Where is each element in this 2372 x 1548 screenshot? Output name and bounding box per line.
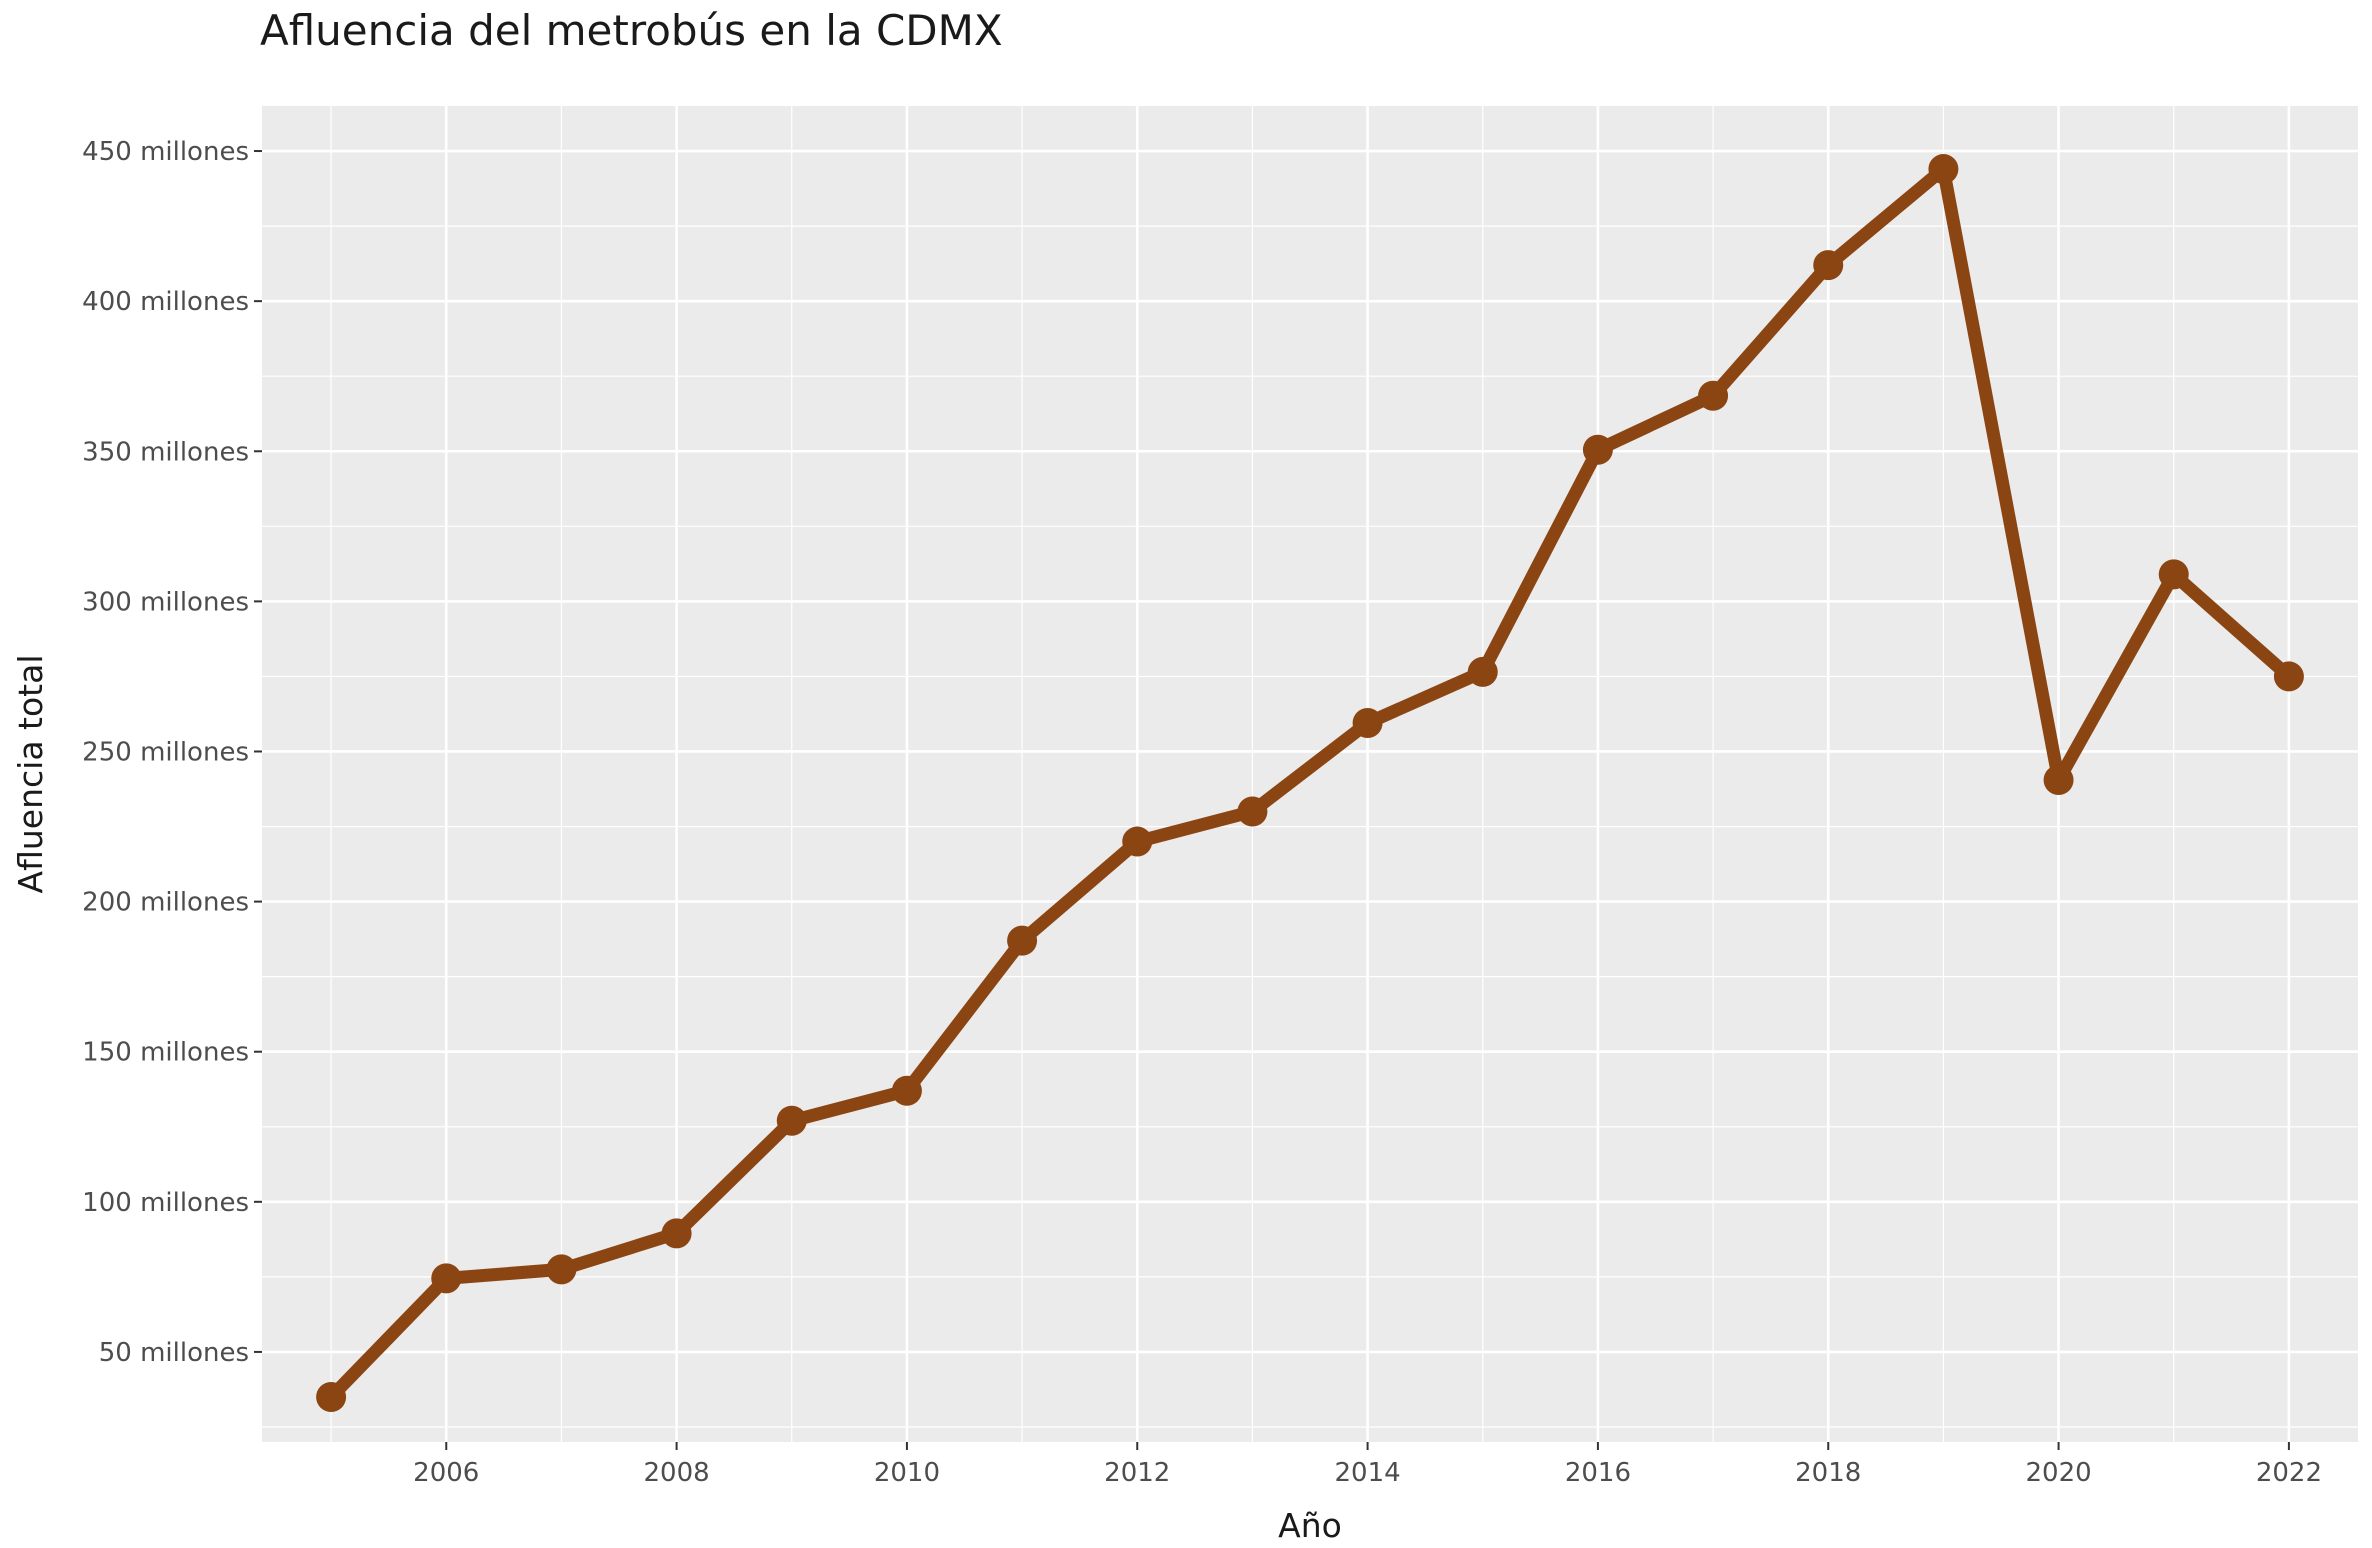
x-tick-label: 2018 (1795, 1458, 1861, 1488)
data-point (2043, 765, 2074, 796)
data-point (1582, 434, 1613, 465)
x-tick-label: 2020 (2025, 1458, 2091, 1488)
data-point (1813, 250, 1844, 281)
x-tick-label: 2014 (1334, 1458, 1400, 1488)
data-point (1122, 826, 1153, 857)
y-axis-title: Afluencia total (11, 655, 50, 894)
data-point (2273, 661, 2304, 692)
x-tick-label: 2022 (2256, 1458, 2322, 1488)
data-point (1007, 925, 1038, 956)
y-axis: 50 millones 100 millones 150 millones 200 m… (82, 137, 2358, 1368)
data-point (431, 1263, 462, 1294)
y-tick-label: 300 millones (82, 587, 249, 617)
chart-title: Afluencia del metrobús en la CDMX (260, 6, 1003, 55)
data-point (1698, 380, 1729, 411)
data-point (891, 1075, 922, 1106)
data-point (2158, 559, 2189, 590)
data-point (316, 1381, 347, 1412)
y-tick-label: 100 millones (82, 1188, 249, 1218)
data-point (1467, 656, 1498, 687)
x-axis-title: Año (1278, 1506, 1342, 1545)
data-point (776, 1105, 807, 1136)
x-tick-label: 2016 (1565, 1458, 1631, 1488)
x-tick-label: 2008 (644, 1458, 710, 1488)
y-tick-label: 150 millones (82, 1038, 249, 1068)
data-point (661, 1218, 692, 1249)
y-tick-label: 250 millones (82, 737, 249, 767)
minor-gridlines (262, 106, 2358, 1442)
data-point (546, 1254, 577, 1285)
y-tick-label: 350 millones (82, 437, 249, 467)
data-point (1928, 154, 1959, 185)
x-tick-label: 2010 (874, 1458, 940, 1488)
y-tick-label: 50 millones (99, 1338, 249, 1368)
series-line (324, 162, 2296, 1404)
data-point (1237, 796, 1268, 827)
x-tick-label: 2006 (413, 1458, 479, 1488)
y-tick-label: 200 millones (82, 888, 249, 918)
y-tick-label: 450 millones (82, 137, 249, 167)
series-points (316, 154, 2304, 1412)
data-point (1352, 707, 1383, 738)
y-tick-label: 400 millones (82, 287, 249, 317)
x-tick-label: 2012 (1104, 1458, 1170, 1488)
